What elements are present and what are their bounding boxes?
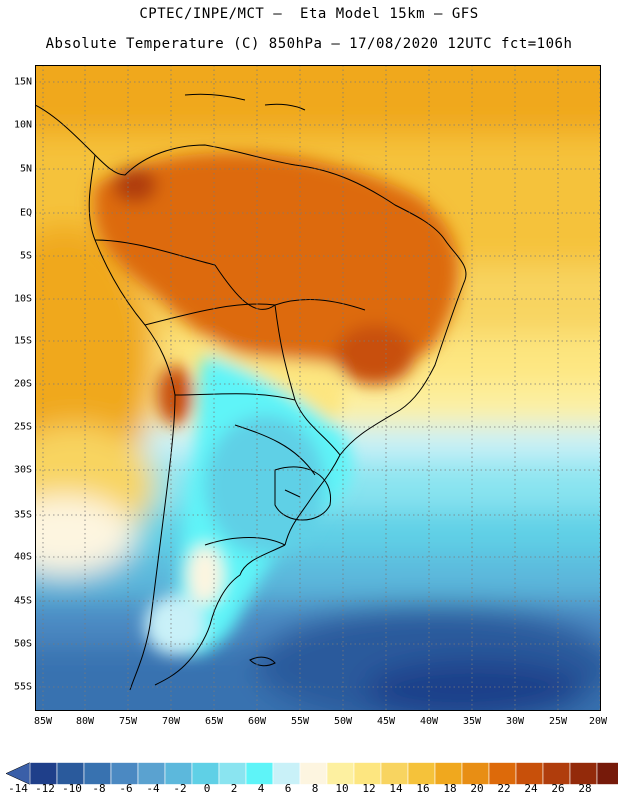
lat-label: EQ xyxy=(19,207,32,219)
map-canvas xyxy=(35,65,601,711)
lat-label: 5S xyxy=(19,250,32,262)
colorbar xyxy=(5,762,618,785)
colorbar-label: 18 xyxy=(443,782,457,795)
temperature-map xyxy=(35,65,601,711)
colorbar-label: 6 xyxy=(284,782,292,795)
lat-label: 45S xyxy=(13,595,32,607)
colorbar-label: 4 xyxy=(257,782,265,795)
lon-label: 20W xyxy=(588,716,608,727)
map-title-line1: CPTEC/INPE/MCT – Eta Model 15km – GFS xyxy=(139,6,479,22)
colorbar-label: -8 xyxy=(92,782,106,795)
coastlines xyxy=(35,93,467,691)
colorbar-label: 16 xyxy=(416,782,430,795)
lat-label: 30S xyxy=(13,464,32,476)
colorbar-label: 10 xyxy=(335,782,349,795)
map-title-line2: Absolute Temperature (C) 850hPa – 17/08/… xyxy=(45,36,573,52)
lat-label: 35S xyxy=(13,509,32,521)
colorbar-label: 28 xyxy=(578,782,592,795)
colorbar-label: 22 xyxy=(497,782,511,795)
lat-label: 10N xyxy=(13,119,32,131)
lon-label: 80W xyxy=(75,716,95,727)
colorbar-label: -10 xyxy=(62,782,82,795)
lon-label: 45W xyxy=(376,716,396,727)
lon-label: 60W xyxy=(247,716,267,727)
colorbar-label: 26 xyxy=(551,782,565,795)
colorbar-label: -4 xyxy=(146,782,160,795)
lat-label: 25S xyxy=(13,421,32,433)
lon-label: 40W xyxy=(419,716,439,727)
colorbar-label: -2 xyxy=(173,782,187,795)
lon-label: 55W xyxy=(290,716,310,727)
lat-label: 50S xyxy=(13,638,32,650)
lon-label: 70W xyxy=(161,716,181,727)
lon-label: 30W xyxy=(505,716,525,727)
colorbar-label: -6 xyxy=(119,782,133,795)
lat-label: 5N xyxy=(19,163,32,175)
colorbar-label: 24 xyxy=(524,782,538,795)
lat-label: 40S xyxy=(13,551,32,563)
lon-label: 85W xyxy=(33,716,53,727)
colorbar-label: 14 xyxy=(389,782,403,795)
colorbar-label: -12 xyxy=(35,782,55,795)
map-border xyxy=(35,65,601,711)
lat-label: 10S xyxy=(13,293,32,305)
colorbar-label: 12 xyxy=(362,782,376,795)
colorbar-label: 20 xyxy=(470,782,484,795)
lon-label: 25W xyxy=(548,716,568,727)
lat-label: 15N xyxy=(13,76,32,88)
colorbar-cell xyxy=(596,762,618,785)
colorbar-label: 8 xyxy=(311,782,319,795)
lat-label: 55S xyxy=(13,681,32,693)
lon-label: 35W xyxy=(462,716,482,727)
colorbar-cells xyxy=(5,762,618,785)
colorbar-label: 0 xyxy=(203,782,211,795)
lat-label: 15S xyxy=(13,335,32,347)
lat-label: 20S xyxy=(13,378,32,390)
colorbar-label: -14 xyxy=(8,782,28,795)
land-temperature-features xyxy=(93,152,459,656)
lon-label: 75W xyxy=(118,716,138,727)
colorbar-label: 2 xyxy=(230,782,238,795)
lon-label: 65W xyxy=(204,716,224,727)
lon-label: 50W xyxy=(333,716,353,727)
